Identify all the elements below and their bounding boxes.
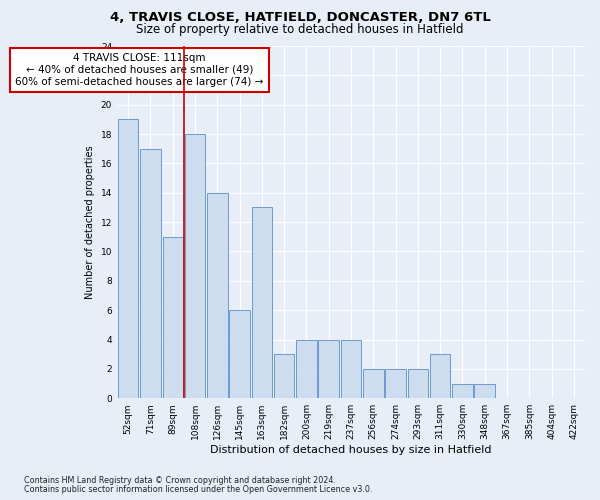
Bar: [341, 340, 361, 398]
Bar: [475, 384, 495, 398]
Bar: [140, 148, 161, 398]
Bar: [229, 310, 250, 398]
Bar: [251, 208, 272, 398]
Bar: [296, 340, 317, 398]
Bar: [185, 134, 205, 398]
Bar: [363, 369, 383, 398]
Bar: [319, 340, 339, 398]
Bar: [452, 384, 473, 398]
Bar: [118, 120, 139, 398]
Bar: [207, 193, 227, 398]
Text: 4, TRAVIS CLOSE, HATFIELD, DONCASTER, DN7 6TL: 4, TRAVIS CLOSE, HATFIELD, DONCASTER, DN…: [110, 11, 490, 24]
Bar: [430, 354, 451, 398]
Bar: [385, 369, 406, 398]
Bar: [407, 369, 428, 398]
Text: Size of property relative to detached houses in Hatfield: Size of property relative to detached ho…: [136, 22, 464, 36]
Text: 4 TRAVIS CLOSE: 111sqm
← 40% of detached houses are smaller (49)
60% of semi-det: 4 TRAVIS CLOSE: 111sqm ← 40% of detached…: [15, 54, 263, 86]
Y-axis label: Number of detached properties: Number of detached properties: [85, 146, 95, 299]
Bar: [274, 354, 295, 398]
Text: Contains public sector information licensed under the Open Government Licence v3: Contains public sector information licen…: [24, 484, 373, 494]
Text: Contains HM Land Registry data © Crown copyright and database right 2024.: Contains HM Land Registry data © Crown c…: [24, 476, 336, 485]
X-axis label: Distribution of detached houses by size in Hatfield: Distribution of detached houses by size …: [210, 445, 492, 455]
Bar: [163, 237, 183, 398]
